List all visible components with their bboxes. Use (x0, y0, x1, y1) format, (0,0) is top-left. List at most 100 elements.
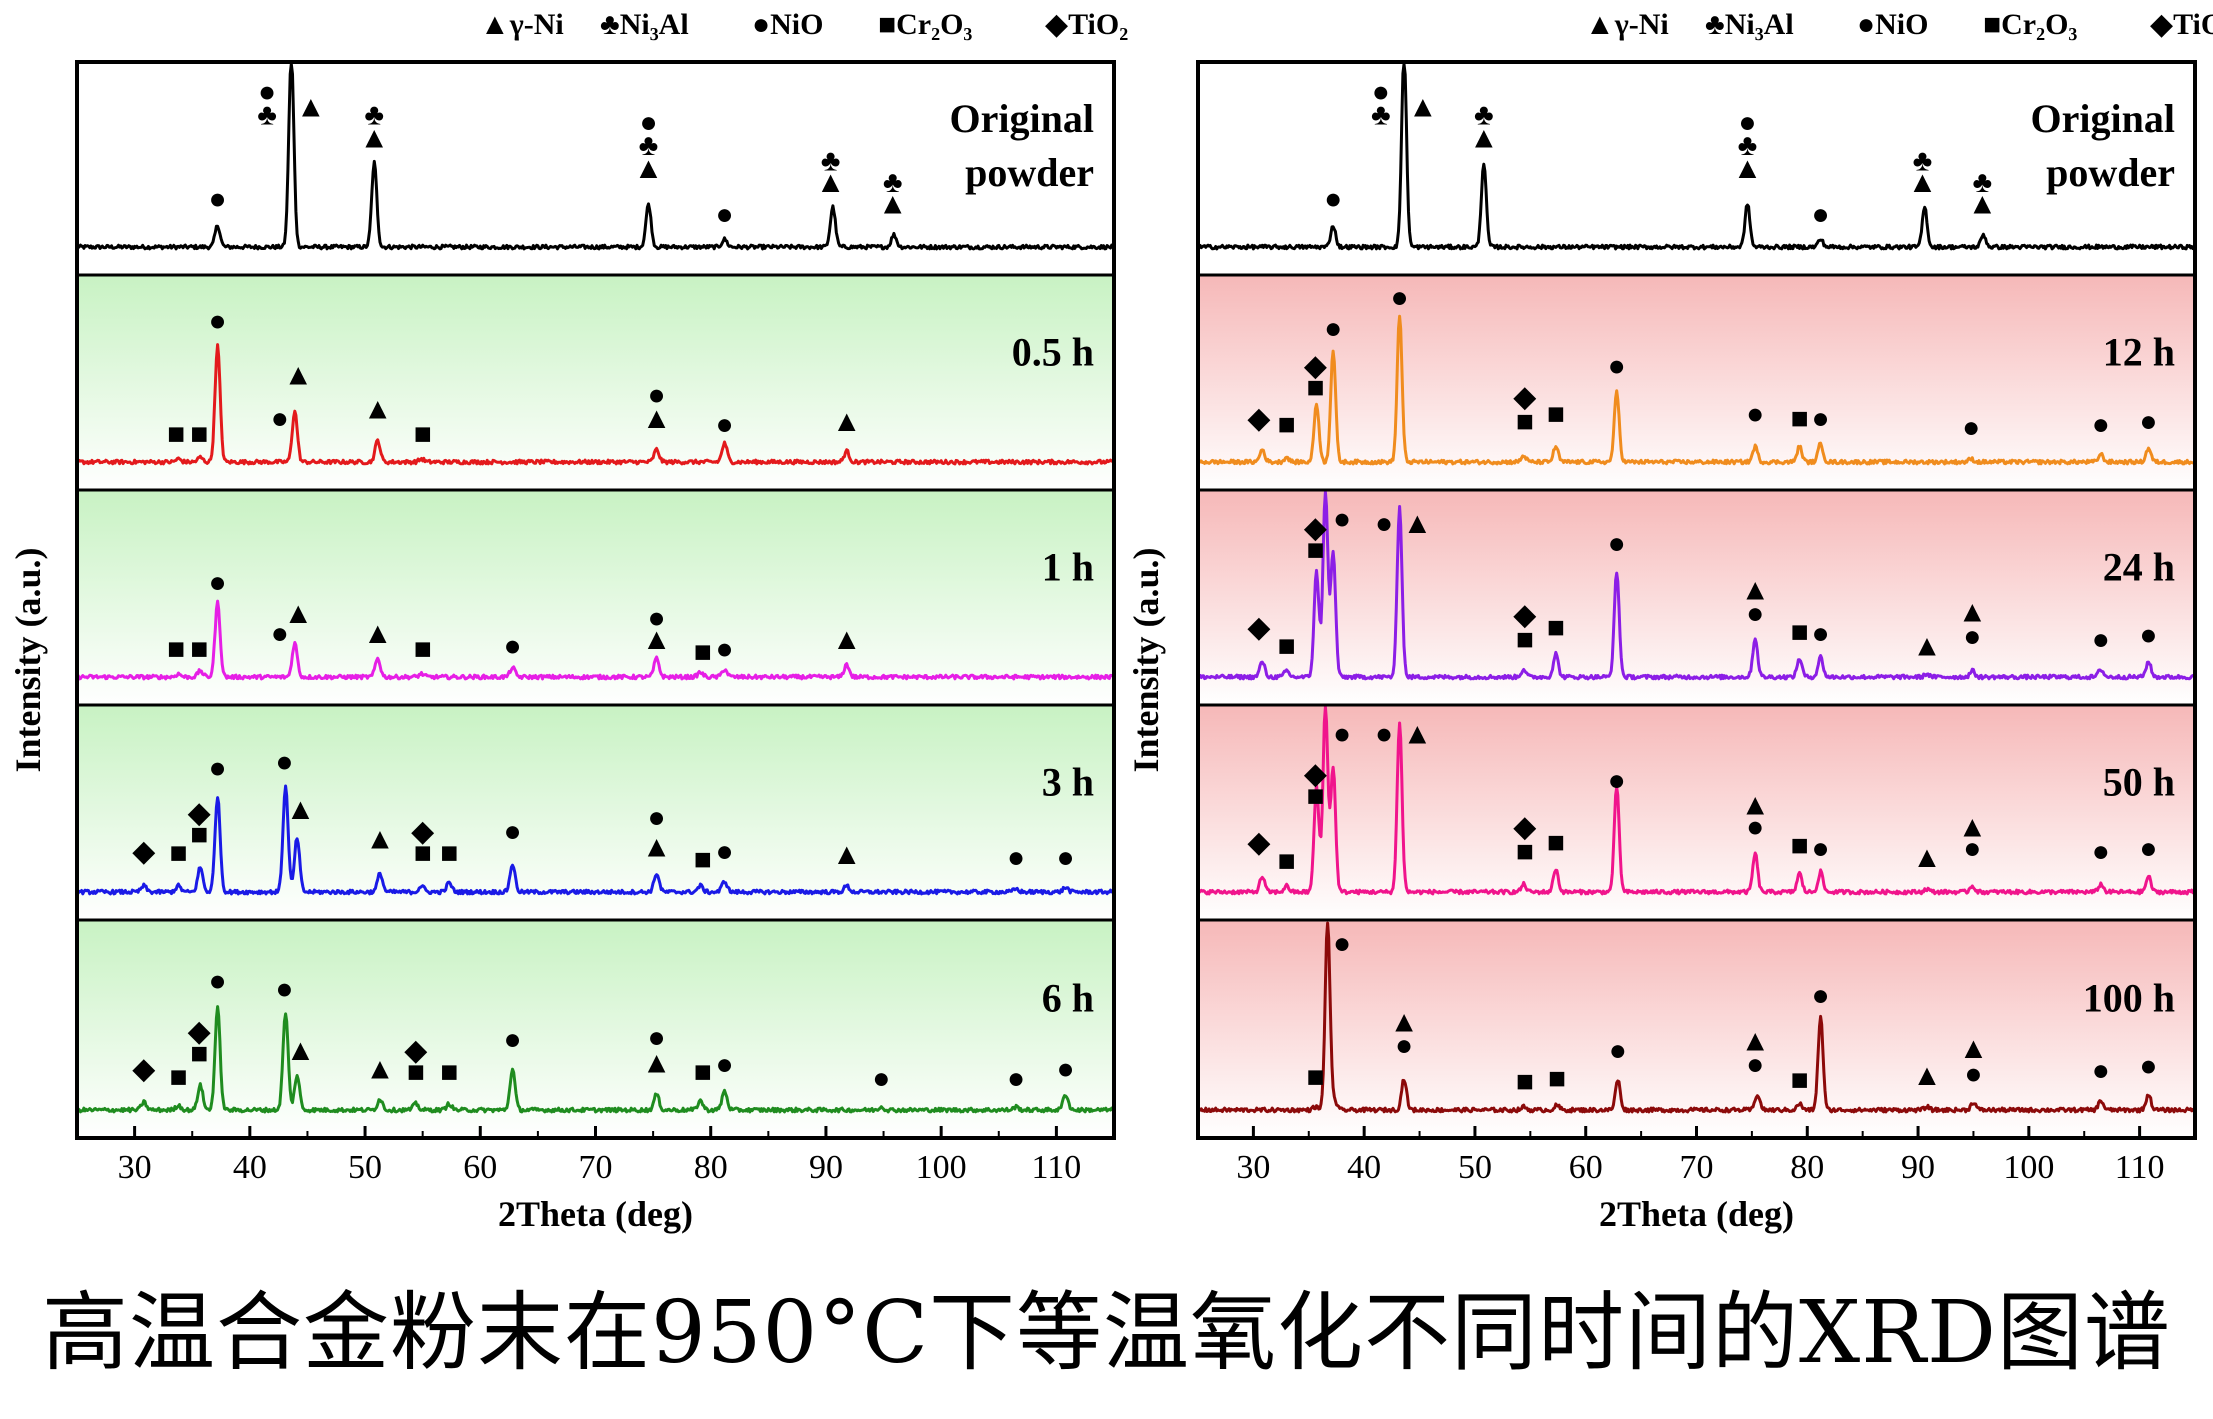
club-marker: ♣ (1913, 144, 1933, 177)
diamond-marker: ◆ (1304, 758, 1327, 791)
square-marker: ■ (190, 1037, 208, 1070)
panel-label: 24 h (2103, 544, 2175, 589)
circle-marker: ● (1746, 397, 1764, 430)
spectrum-line (1197, 705, 2197, 896)
spectrum-line (1196, 314, 2197, 466)
triangle-marker: ▲ (878, 187, 908, 220)
xrd-panel-3-h: ◆ ■■◆● ●▲▲ ■◆■● ●▲ ■ ● ▲ ● ●3 h (75, 703, 1116, 922)
club-marker: ♣ (1474, 98, 1494, 131)
square-marker: ■ (414, 837, 432, 870)
circle-marker: ● (503, 629, 521, 662)
circle-marker: ● (715, 198, 733, 231)
triangle-marker: ▲ (365, 823, 395, 856)
circle-marker: ● (1333, 502, 1351, 535)
panel-background (77, 275, 1114, 490)
circle-marker: ● (1333, 927, 1351, 960)
circle-marker: ● (648, 601, 666, 634)
legend-entry: ●NiO (752, 8, 823, 41)
square-marker: ■ (694, 636, 712, 669)
circle-marker: ● (271, 402, 289, 435)
legend-entry: ◆TiO₂ (1045, 8, 1128, 41)
circle-marker: ● (1812, 198, 1830, 231)
triangle-marker: ▲ (816, 166, 846, 199)
square-marker: ■ (1547, 397, 1565, 430)
square-marker: ■ (1516, 623, 1534, 656)
circle-marker: ● (503, 815, 521, 848)
x-tick-label: 50 (1458, 1149, 1492, 1186)
legend-entry: ●NiO (1857, 8, 1928, 41)
legend-entry: ▲γ-Ni (480, 8, 564, 41)
triangle-marker: ▲ (1959, 1032, 1989, 1065)
panel-label: 50 h (2103, 759, 2175, 804)
y-axis-label: Intensity (a.u.) (1126, 547, 1166, 772)
circle-marker: ● (1375, 717, 1393, 750)
club-marker: ♣ (364, 98, 384, 131)
circle-marker: ● (1962, 411, 1980, 444)
circle-marker: ● (1608, 349, 1626, 382)
diamond-marker: ◆ (1247, 611, 1270, 644)
diamond-marker: ◆ (132, 1053, 155, 1086)
circle-marker: ● (209, 304, 227, 337)
circle-marker: ● (1375, 507, 1393, 540)
circle-marker: ● (639, 106, 657, 139)
circle-marker: ● (2139, 405, 2157, 438)
diamond-marker: ◆ (404, 1034, 427, 1067)
square-marker: ■ (1306, 1060, 1324, 1093)
circle-marker: ● (209, 183, 227, 216)
triangle-marker: ▲ (286, 1034, 316, 1067)
triangle-marker: ▲ (1408, 91, 1438, 124)
triangle-marker: ▲ (1402, 717, 1432, 750)
circle-marker: ● (1746, 1048, 1764, 1081)
triangle-marker: ▲ (1733, 152, 1763, 185)
phase-legend: ▲γ-Ni ♣Ni₃Al ●NiO ■Cr₂O₃ ◆TiO₂ (480, 8, 1128, 41)
diamond-marker: ◆ (1247, 826, 1270, 859)
xrd-column-2: ▲γ-Ni♣Ni₃Al●NiO■Cr₂O₃◆TiO₂●●♣▲♣▲●♣▲●♣▲♣▲… (1126, 8, 2213, 1234)
circle-marker: ● (715, 1048, 733, 1081)
triangle-marker: ▲ (365, 1053, 395, 1086)
x-axis: 30 40 50 60 70 80 90 100 110 2Theta (deg) (1236, 1126, 2196, 1234)
square-marker: ■ (1278, 844, 1296, 877)
square-marker: ■ (169, 1060, 187, 1093)
spectrum-line (75, 62, 1115, 251)
triangle-marker: ▲ (363, 617, 393, 650)
circle-marker: ● (1007, 1062, 1025, 1095)
circle-marker: ● (258, 75, 276, 108)
x-axis-label: 2Theta (deg) (498, 1194, 693, 1234)
square-marker: ■ (190, 417, 208, 450)
square-marker: ■ (1790, 1064, 1808, 1097)
triangle-marker: ▲ (1912, 629, 1942, 662)
circle-marker: ● (1812, 979, 1830, 1012)
circle-marker: ● (2139, 832, 2157, 865)
x-tick-label: 90 (809, 1149, 843, 1186)
circle-marker: ● (648, 1021, 666, 1054)
triangle-marker: ▲ (1740, 1024, 1770, 1057)
triangle-marker: ▲ (286, 793, 316, 826)
circle-marker: ● (1391, 281, 1409, 314)
circle-marker: ● (1738, 106, 1756, 139)
triangle-marker: ▲ (642, 830, 672, 863)
panel-label: powder (965, 150, 1094, 195)
legend-entry: ♣Ni₃Al (600, 8, 689, 41)
legend-entry: ◆TiO₂ (2150, 8, 2213, 41)
x-tick-label: 100 (916, 1149, 967, 1186)
panel-label: 12 h (2103, 329, 2175, 374)
x-tick-label: 70 (579, 1149, 613, 1186)
x-tick-label: 100 (2003, 1149, 2054, 1186)
xrd-panel-6-h: ◆ ■■◆● ●▲▲ ■◆■● ●▲ ■ ● ● ● ●6 h (75, 918, 1116, 1140)
circle-marker: ● (1608, 527, 1626, 560)
xrd-column-1: ▲γ-Ni ♣Ni₃Al ●NiO ■Cr₂O₃ ◆TiO₂●●♣ ▲ ♣▲ ●♣▲●♣▲ ♣▲… (8, 8, 1128, 1234)
xrd-panel-100-h: ■●▲●■ ■● ▲● ■●▲▲● ● ●100 h (1196, 918, 2197, 1140)
spectrum-line (75, 343, 1116, 466)
club-marker: ♣ (639, 129, 659, 162)
panel-label: 1 h (1042, 544, 1094, 589)
panel-background (77, 490, 1114, 705)
circle-marker: ● (1608, 764, 1626, 797)
triangle-marker: ▲ (1740, 789, 1770, 822)
panel-background (77, 62, 1114, 275)
circle-marker: ● (503, 1023, 521, 1056)
circle-marker: ● (2092, 1054, 2110, 1087)
circle-marker: ● (1395, 1029, 1413, 1062)
club-marker: ♣ (883, 166, 903, 199)
circle-marker: ● (1057, 1053, 1075, 1086)
